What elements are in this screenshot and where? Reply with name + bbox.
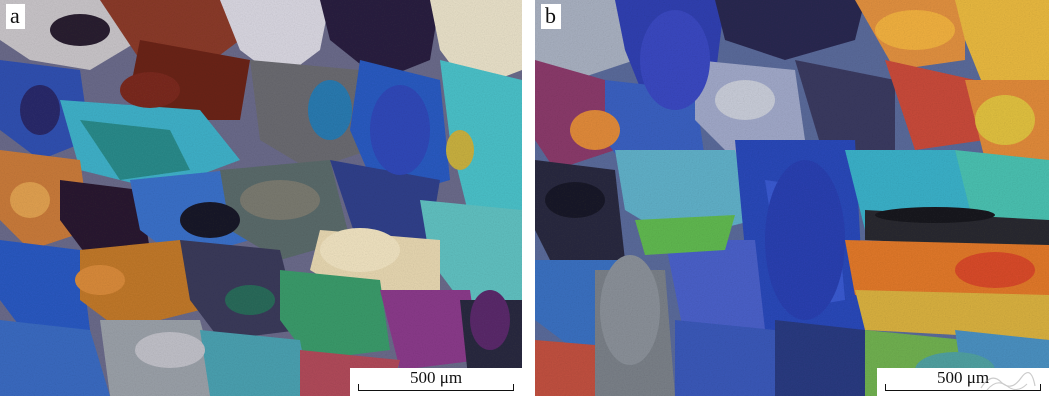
- micrograph-image-b: [535, 0, 1049, 396]
- micrograph-image-a: [0, 0, 522, 396]
- panel-label: b: [541, 4, 561, 29]
- micrograph-panel-a: a 500 μm: [0, 0, 522, 396]
- micrograph-panel-b: b 500 μm: [535, 0, 1049, 396]
- scale-bar: [885, 384, 1041, 391]
- scale-bar-label: 500 μm: [409, 368, 463, 387]
- panel-label: a: [6, 4, 25, 29]
- scale-bar-box: 500 μm: [877, 368, 1049, 396]
- scale-bar-box: 500 μm: [350, 368, 522, 396]
- scale-bar: [358, 384, 514, 391]
- watermark-logo: [980, 371, 1036, 391]
- panel-gap: [522, 0, 535, 396]
- scale-bar-label: 500 μm: [936, 368, 990, 387]
